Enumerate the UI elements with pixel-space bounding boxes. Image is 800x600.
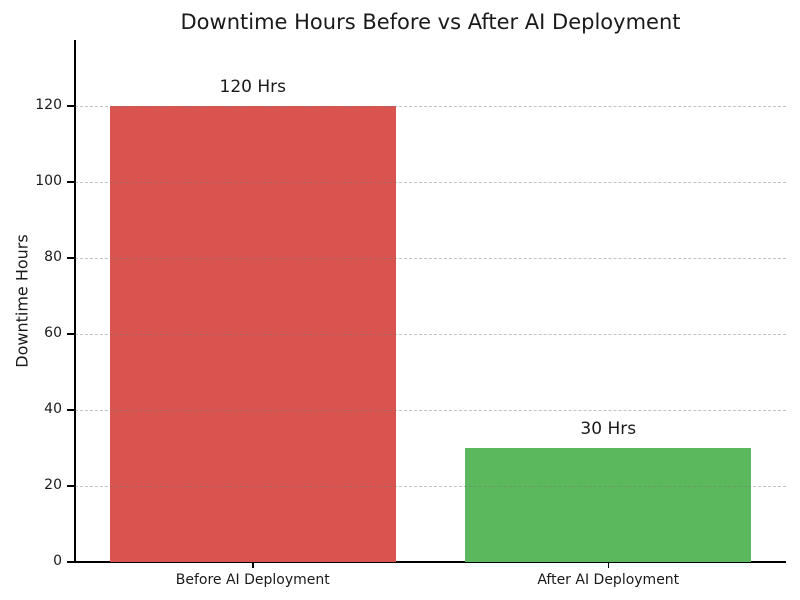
y-tick-mark-100 — [67, 181, 75, 183]
y-tick-mark-0 — [67, 561, 75, 563]
gridline-20 — [75, 486, 786, 488]
y-tick-label-60: 60 — [44, 325, 62, 342]
y-tick-label-20: 20 — [44, 477, 62, 494]
bar-value-label-0: 120 Hrs — [219, 77, 286, 98]
bar-value-label-1: 30 Hrs — [580, 419, 637, 440]
y-tick-label-80: 80 — [44, 249, 62, 266]
gridline-40 — [75, 410, 786, 412]
y-tick-label-0: 0 — [53, 553, 62, 569]
y-tick-label-120: 120 — [35, 97, 62, 114]
gridline-80 — [75, 258, 786, 260]
gridline-100 — [75, 182, 786, 184]
y-tick-mark-40 — [67, 409, 75, 411]
gridline-60 — [75, 334, 786, 336]
y-tick-label-40: 40 — [44, 401, 62, 418]
chart-title: Downtime Hours Before vs After AI Deploy… — [180, 10, 681, 34]
y-tick-mark-120 — [67, 105, 75, 107]
x-tick-label-1: After AI Deployment — [537, 572, 680, 588]
bar-0 — [109, 106, 396, 562]
y-tick-mark-80 — [67, 257, 75, 259]
x-tick-mark-0 — [252, 563, 254, 568]
y-tick-mark-60 — [67, 333, 75, 335]
y-axis-spine — [74, 40, 76, 563]
y-tick-mark-20 — [67, 485, 75, 487]
gridline-120 — [75, 106, 786, 108]
x-tick-mark-1 — [607, 563, 609, 568]
x-tick-label-0: Before AI Deployment — [175, 572, 330, 588]
x-axis-spine — [74, 561, 786, 563]
y-tick-label-100: 100 — [35, 173, 62, 190]
bar-1 — [465, 448, 752, 562]
